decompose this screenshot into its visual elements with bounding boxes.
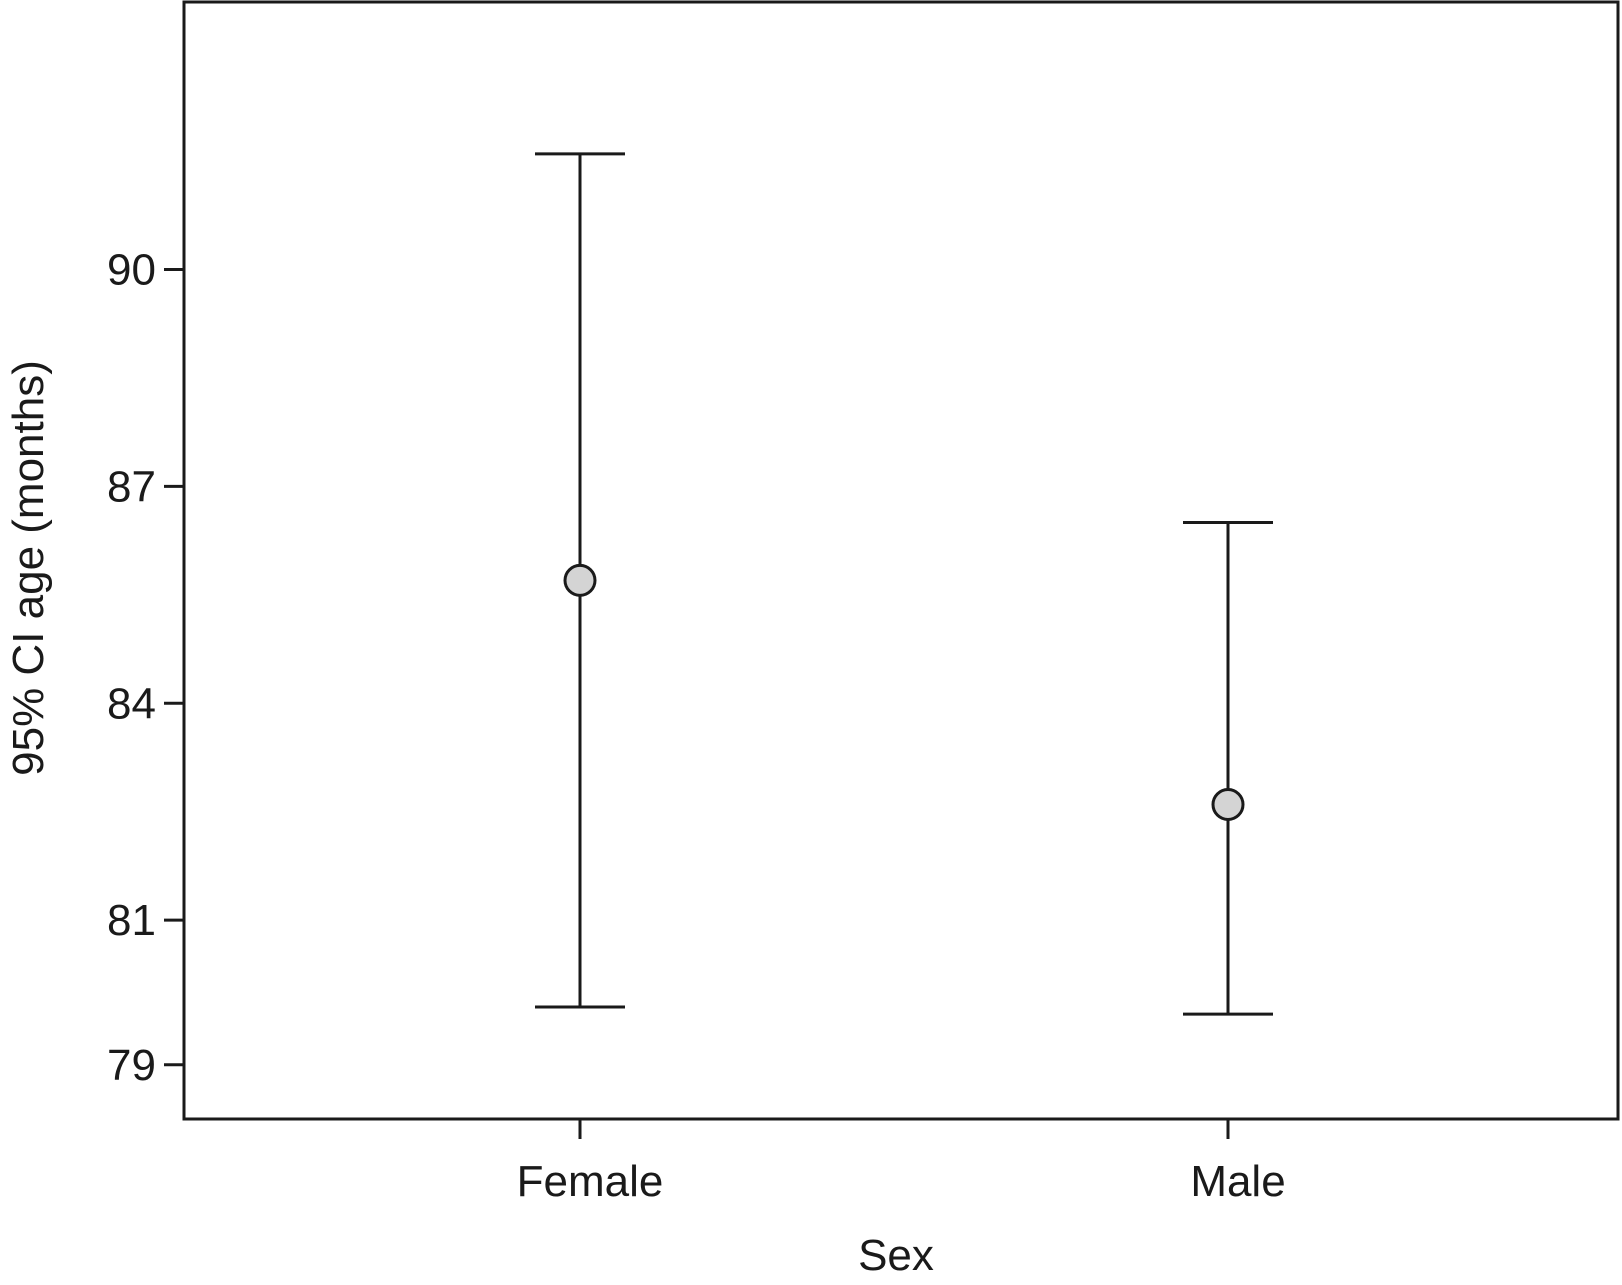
mean-point [563, 563, 597, 597]
y-tick-label: 90 [107, 246, 156, 295]
mean-point [1211, 788, 1245, 822]
x-axis-label: Sex [858, 1231, 934, 1280]
y-tick-label: 87 [107, 462, 156, 511]
error-bar-series [535, 152, 1273, 1016]
plot-area [182, 0, 1620, 1121]
x-tick-label: Male [1190, 1157, 1285, 1206]
y-tick-label: 84 [107, 679, 156, 728]
y-tick-label: 81 [107, 896, 156, 945]
x-tick-label: Female [517, 1157, 664, 1206]
y-axis: 79 81 84 87 90 [107, 246, 184, 1090]
x-axis: Female Male [517, 1119, 1286, 1206]
y-axis-label: 95% CI age (months) [4, 360, 53, 776]
y-tick-label: 79 [107, 1041, 156, 1090]
plot-frame [182, 0, 1620, 1121]
